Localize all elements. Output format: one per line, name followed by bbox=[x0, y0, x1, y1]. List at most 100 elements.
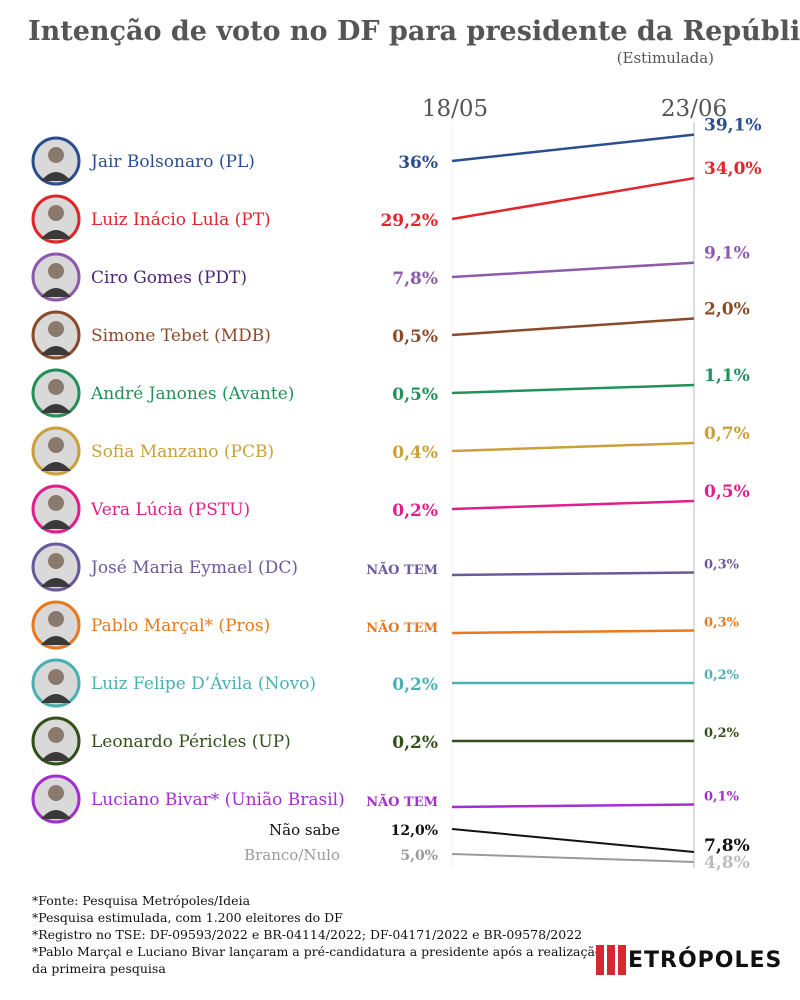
series-9-name: Luiz Felipe D’Ávila (Novo) bbox=[91, 673, 316, 694]
series-2-label-second: 9,1% bbox=[704, 244, 750, 264]
series-4-avatar-head bbox=[48, 379, 64, 395]
series-1-avatar bbox=[31, 194, 81, 244]
series-9-avatar-body bbox=[41, 694, 71, 703]
series-10-avatar-body bbox=[41, 752, 71, 761]
series-1-line bbox=[451, 176, 695, 221]
series-6-avatar bbox=[31, 484, 81, 534]
series-10-avatar bbox=[31, 716, 81, 766]
series-9-avatar bbox=[31, 658, 81, 708]
series-5-label-first: 0,4% bbox=[392, 443, 438, 463]
series-5-avatar bbox=[31, 426, 81, 476]
series-1-avatar-head bbox=[48, 205, 64, 221]
series-7-line bbox=[451, 571, 695, 577]
series-0-avatar-head bbox=[48, 147, 64, 163]
metropoles-logo: ETRÓPOLES bbox=[596, 944, 782, 976]
series-3-avatar-head bbox=[48, 321, 64, 337]
series-3-label-first: 0,5% bbox=[392, 327, 438, 347]
series-5-line bbox=[451, 441, 695, 453]
series-2-avatar bbox=[31, 252, 81, 302]
series-13-label-second: 4,8% bbox=[704, 853, 750, 873]
series-7-label-first: NÃO TEM bbox=[366, 562, 438, 578]
series-7-label-second: 0,3% bbox=[704, 558, 740, 573]
series-11-avatar-body bbox=[41, 810, 71, 819]
series-4-label-second: 1,1% bbox=[704, 366, 750, 386]
chart-title: Intenção de voto no DF para presidente d… bbox=[28, 16, 800, 47]
series-3-avatar-body bbox=[41, 346, 71, 355]
logo-wordmark: ETRÓPOLES bbox=[628, 947, 783, 973]
series-6-avatar-body bbox=[41, 520, 71, 529]
series-2-avatar-body bbox=[41, 288, 71, 297]
series-13-line bbox=[451, 853, 695, 863]
series-12-line bbox=[451, 828, 695, 853]
series-10-label-first: 0,2% bbox=[392, 733, 438, 753]
series-5-label-second: 0,7% bbox=[704, 424, 750, 444]
series-6-avatar-head bbox=[48, 495, 64, 511]
series-11-avatar bbox=[31, 774, 81, 824]
series-8-label-first: NÃO TEM bbox=[366, 620, 438, 636]
series-5-avatar-head bbox=[48, 437, 64, 453]
series-10-avatar-head bbox=[48, 727, 64, 743]
footer-line: *Pesquisa estimulada, com 1.200 eleitore… bbox=[32, 910, 343, 925]
series-12-label-second: 7,8% bbox=[704, 836, 750, 856]
series-3-label-second: 2,0% bbox=[704, 300, 750, 320]
series-0-name: Jair Bolsonaro (PL) bbox=[89, 152, 255, 172]
series-8-line bbox=[451, 629, 695, 635]
series-8-avatar-body bbox=[41, 636, 71, 645]
series-13-label-first: 5,0% bbox=[400, 848, 438, 864]
series-5-avatar-body bbox=[41, 462, 71, 471]
series-2-avatar-head bbox=[48, 263, 64, 279]
series-8-name: Pablo Marçal* (Pros) bbox=[91, 616, 270, 636]
date-label-first: 18/05 bbox=[421, 96, 489, 122]
series-11-line bbox=[451, 803, 695, 809]
series-0-avatar-body bbox=[41, 172, 71, 181]
series-6-line bbox=[451, 499, 695, 511]
series-12-name: Não sabe bbox=[269, 821, 340, 839]
series-12-label-first: 12,0% bbox=[391, 823, 438, 839]
series-8-avatar bbox=[31, 600, 81, 650]
series-7-avatar bbox=[31, 542, 81, 592]
series-1-label-first: 29,2% bbox=[380, 211, 438, 231]
series-4-line bbox=[451, 383, 695, 395]
series-11-name: Luciano Bivar* (União Brasil) bbox=[91, 790, 345, 810]
footer-notes: *Fonte: Pesquisa Metrópoles/Ideia *Pesqu… bbox=[32, 892, 603, 977]
series-11-avatar-head bbox=[48, 785, 64, 801]
series-11-label-second: 0,1% bbox=[704, 790, 740, 805]
series-8-avatar-head bbox=[48, 611, 64, 627]
footer-line: da primeira pesquisa bbox=[32, 961, 166, 976]
series-6-label-first: 0,2% bbox=[392, 501, 438, 521]
series-10-name: Leonardo Péricles (UP) bbox=[91, 732, 291, 752]
series-7-avatar-head bbox=[48, 553, 64, 569]
series-3-line bbox=[451, 317, 695, 337]
date-label-second: 23/06 bbox=[660, 96, 728, 122]
series-5-name: Sofia Manzano (PCB) bbox=[91, 442, 274, 462]
series-2-name: Ciro Gomes (PDT) bbox=[91, 268, 247, 288]
series-0-line bbox=[451, 133, 695, 163]
series-0-label-first: 36% bbox=[398, 153, 438, 173]
series-0-avatar bbox=[31, 136, 81, 186]
footer-line: *Fonte: Pesquisa Metrópoles/Ideia bbox=[32, 893, 251, 908]
footer-line: *Registro no TSE: DF-09593/2022 e BR-041… bbox=[32, 927, 583, 942]
series-7-avatar-body bbox=[41, 578, 71, 587]
series-9-label-first: 0,2% bbox=[392, 675, 438, 695]
series-1-name: Luiz Inácio Lula (PT) bbox=[91, 210, 271, 230]
series-2-label-first: 7,8% bbox=[392, 269, 438, 289]
series-4-avatar-body bbox=[41, 404, 71, 413]
logo-m-mark bbox=[596, 945, 626, 975]
series-1-label-second: 34,0% bbox=[704, 159, 762, 179]
series-13-name: Branco/Nulo bbox=[244, 846, 340, 864]
series-10-label-second: 0,2% bbox=[704, 726, 740, 741]
series-4-avatar bbox=[31, 368, 81, 418]
series-4-label-first: 0,5% bbox=[392, 385, 438, 405]
series-8-label-second: 0,3% bbox=[704, 616, 740, 631]
series-1-avatar-body bbox=[41, 230, 71, 239]
footer-line: *Pablo Marçal e Luciano Bivar lançaram a… bbox=[32, 944, 603, 959]
series-7-name: José Maria Eymael (DC) bbox=[89, 558, 298, 578]
chart-subtitle: (Estimulada) bbox=[616, 49, 714, 67]
series-6-name: Vera Lúcia (PSTU) bbox=[90, 500, 250, 520]
series-3-avatar bbox=[31, 310, 81, 360]
series-9-avatar-head bbox=[48, 669, 64, 685]
series-0-label-second: 39,1% bbox=[704, 116, 762, 136]
series-2-line bbox=[451, 261, 695, 279]
series-11-label-first: NÃO TEM bbox=[366, 794, 438, 810]
